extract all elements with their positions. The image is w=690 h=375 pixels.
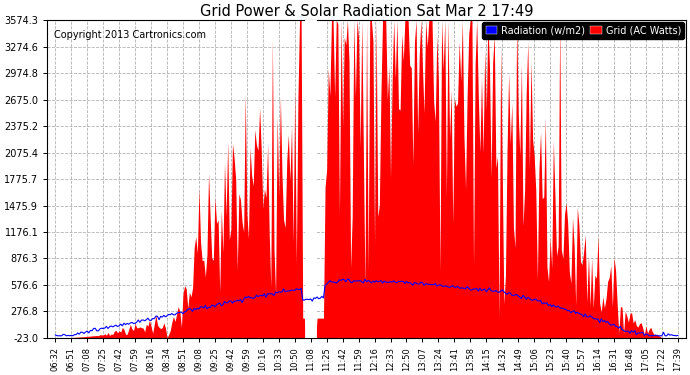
Legend: Radiation (w/m2), Grid (AC Watts): Radiation (w/m2), Grid (AC Watts): [482, 22, 684, 39]
Title: Grid Power & Solar Radiation Sat Mar 2 17:49: Grid Power & Solar Radiation Sat Mar 2 1…: [200, 4, 533, 19]
Text: Copyright 2013 Cartronics.com: Copyright 2013 Cartronics.com: [54, 30, 206, 40]
